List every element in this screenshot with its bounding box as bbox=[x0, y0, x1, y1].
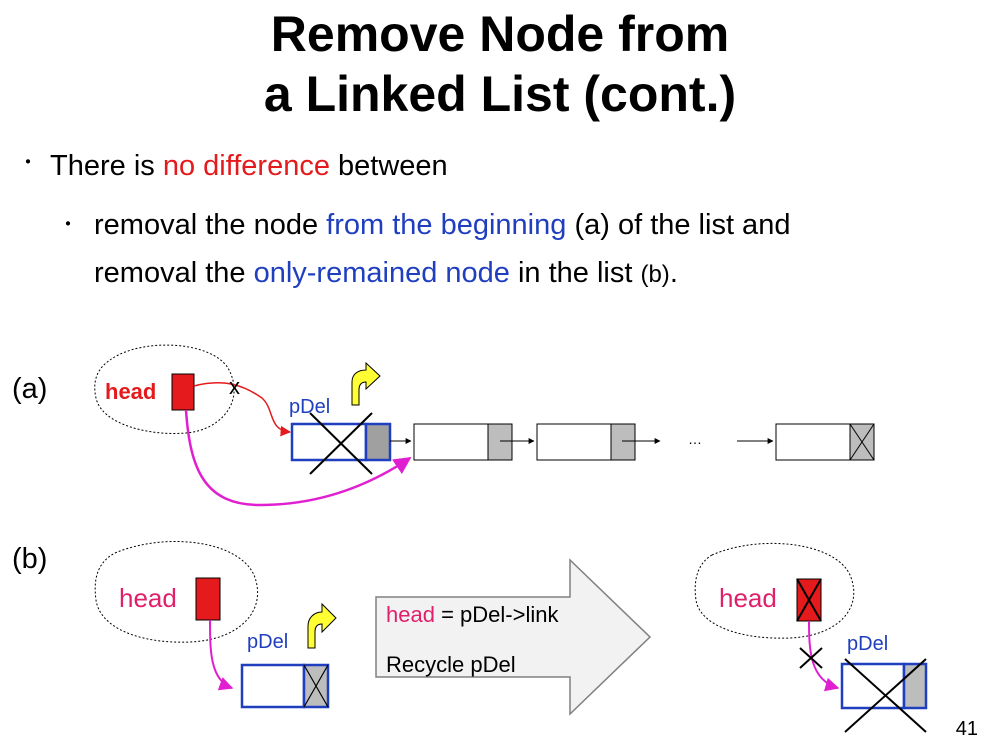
head-pointer-a bbox=[171, 373, 195, 411]
deleted-node-a bbox=[290, 412, 392, 475]
bullet-2-line-1: removal the node from the beginning (a) … bbox=[94, 201, 938, 249]
bullet-2-t1: removal the node bbox=[94, 209, 327, 241]
list-node bbox=[413, 423, 513, 461]
head-label-b-after: head bbox=[719, 583, 777, 613]
bullet-1-post: between bbox=[329, 150, 448, 182]
head-cloud-b-after bbox=[694, 542, 855, 639]
cut-mark-a: x bbox=[229, 374, 240, 399]
head-link-b bbox=[209, 619, 234, 691]
head-old-link-a bbox=[193, 382, 292, 437]
operation-arrow bbox=[375, 558, 652, 716]
list-node bbox=[536, 423, 636, 461]
head-cloud-b bbox=[94, 541, 259, 643]
bullet-2-a: (a) bbox=[574, 209, 610, 241]
bullet-2-t5: in the list bbox=[509, 257, 641, 289]
bullet-1: ・ There is no difference between bbox=[18, 143, 448, 186]
pdel-label-a: pDel bbox=[289, 396, 330, 418]
ellipsis: … bbox=[688, 431, 702, 447]
bullet-2-b: (b) bbox=[640, 261, 670, 288]
pdel-label-b-after: pDel bbox=[847, 633, 888, 655]
op-line-1: head = pDel->link bbox=[386, 602, 559, 627]
curved-arrow-icon bbox=[351, 361, 381, 406]
label-b: (b) bbox=[12, 543, 48, 575]
last-node bbox=[775, 423, 875, 461]
head-label-b: head bbox=[119, 583, 177, 613]
bullet-2: ・ removal the node from the beginning (a… bbox=[58, 201, 938, 299]
page-title: Remove Node from a Linked List (cont.) bbox=[0, 4, 1000, 124]
title-line-1: Remove Node from bbox=[270, 6, 730, 62]
head-pointer-b bbox=[195, 577, 221, 621]
bullet-2-t6: . bbox=[669, 257, 678, 289]
bullet-1-pre: There is bbox=[50, 150, 163, 182]
old-head-link-b bbox=[808, 620, 840, 692]
op-assign: = pDel->link bbox=[435, 602, 560, 627]
bullet-2-t4: removal the bbox=[94, 257, 254, 289]
bullet-2-line-2: removal the only-remained node in the li… bbox=[94, 249, 938, 299]
op-line-2: Recycle pDel bbox=[386, 652, 516, 677]
label-a: (a) bbox=[12, 373, 48, 405]
recycled-node bbox=[840, 658, 928, 733]
head-pointer-null bbox=[796, 578, 822, 622]
title-line-2: a Linked List (cont.) bbox=[263, 66, 737, 122]
page-number: 41 bbox=[955, 718, 978, 740]
head-new-link-a bbox=[184, 409, 412, 507]
curved-arrow-icon bbox=[307, 602, 337, 649]
bullet-marker: ・ bbox=[18, 152, 38, 174]
only-node-b bbox=[240, 663, 330, 709]
bullet-1-highlight: no difference bbox=[162, 150, 330, 182]
bullet-2-h2: only-remained node bbox=[253, 257, 510, 289]
op-var: head bbox=[386, 602, 435, 627]
bullet-2-h1: from the beginning bbox=[326, 209, 567, 241]
pdel-label-b: pDel bbox=[247, 631, 288, 653]
bullet-marker-2: ・ bbox=[58, 214, 78, 236]
cut-mark-b bbox=[799, 647, 823, 669]
bullet-2-t3: of the list and bbox=[609, 209, 791, 241]
head-cloud-a bbox=[94, 344, 235, 434]
head-label-a: head bbox=[105, 379, 156, 404]
